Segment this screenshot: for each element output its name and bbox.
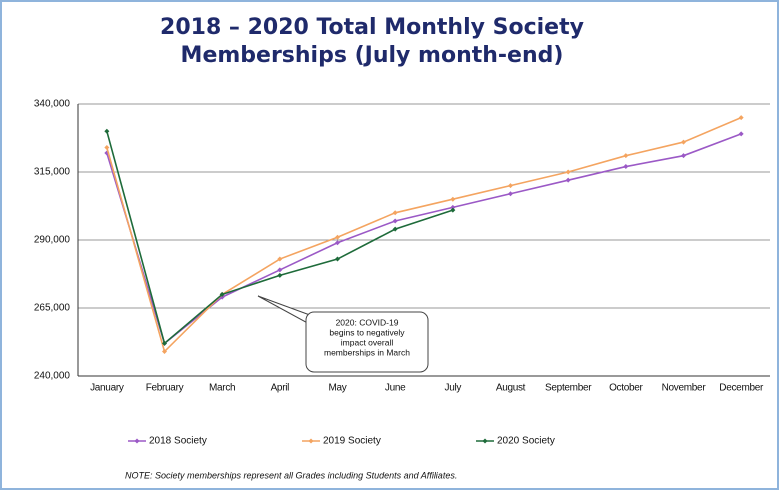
legend-label: 2020 Society [497,436,555,447]
legend-label: 2018 Society [149,436,207,447]
series-line [106,116,742,354]
point-marker [335,234,340,240]
legend-marker [308,438,314,444]
chart-title: Memberships (July month-end) [181,43,564,68]
point-marker [508,191,513,197]
point-marker [565,177,571,183]
note: NOTE: Society memberships represent all … [125,470,457,480]
point-marker [392,226,398,232]
y-tick-label: 290,000 [34,235,71,246]
x-tick-label: August [496,383,526,394]
point-marker [162,349,167,355]
annotation: 2020: COVID-19 [336,317,399,327]
point-marker [450,196,456,202]
point-marker [162,340,167,346]
point-marker [277,267,283,273]
y-tick-label: 240,000 [34,371,71,382]
x-tick-label: February [146,383,184,394]
legend-label: 2019 Society [323,436,381,447]
x-tick-label: January [90,383,124,394]
point-marker [277,272,283,278]
y-tick-label: 315,000 [34,167,71,178]
point-marker [335,256,340,262]
point-marker [623,164,629,170]
point-marker [450,204,456,210]
point-marker [335,240,340,246]
legend-marker [134,438,140,444]
point-marker [450,207,456,213]
point-marker [738,131,744,137]
y-tick-label: 265,000 [34,303,71,314]
callout-box [305,311,429,373]
x-tick-label: October [609,383,643,394]
point-marker [681,153,686,159]
annotation: impact overall [341,337,394,347]
point-marker [277,256,283,262]
y-tick-label: 340,000 [34,99,71,110]
x-tick-label: June [385,383,406,394]
x-tick-label: July [445,383,462,394]
chart-title: 2018 – 2020 Total Monthly Society [160,15,584,40]
x-tick-label: November [662,383,707,394]
point-marker [508,183,513,189]
legend-marker [482,438,488,444]
callout-join [311,316,325,334]
point-marker [104,128,110,134]
point-marker [623,153,629,159]
point-marker [565,169,571,175]
x-tick-label: September [545,383,592,394]
point-marker [681,139,686,145]
point-marker [104,145,110,151]
x-tick-label: April [271,383,290,394]
point-marker [392,218,398,224]
x-tick-label: March [209,383,235,394]
annotation: begins to negatively [329,327,405,337]
annotation: memberships in March [324,347,410,357]
point-marker [392,210,398,216]
x-tick-label: May [329,383,347,394]
x-tick-label: December [719,383,764,394]
point-marker [219,291,225,297]
point-marker [738,115,744,121]
